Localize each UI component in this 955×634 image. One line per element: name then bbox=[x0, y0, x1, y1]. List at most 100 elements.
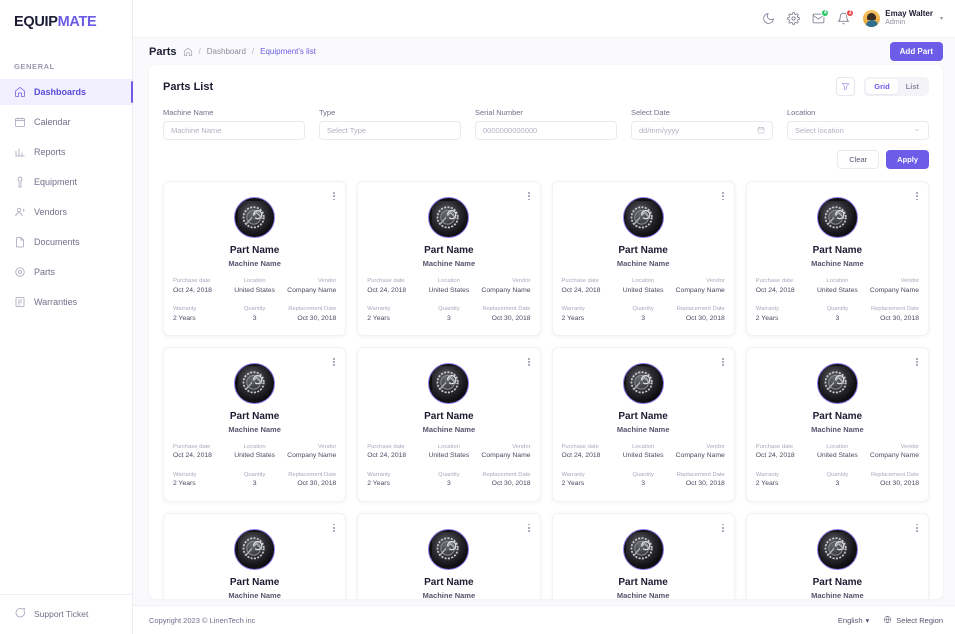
calendar-icon[interactable] bbox=[757, 126, 765, 136]
panel-header: Parts List Grid List bbox=[149, 65, 943, 102]
part-card-menu-icon[interactable] bbox=[331, 356, 337, 368]
part-card-menu-icon[interactable] bbox=[914, 356, 920, 368]
part-image bbox=[234, 528, 276, 570]
replacement-date-label: Replacement Date bbox=[288, 305, 337, 312]
location-input[interactable]: Select location bbox=[787, 121, 929, 140]
location-cell: Location United States bbox=[616, 277, 670, 296]
quantity-value: 3 bbox=[641, 480, 646, 488]
mail-icon[interactable]: 4 bbox=[811, 8, 830, 26]
part-detail-row-2: Warranty 2 Years Quantity 3 Replacement Date… bbox=[562, 305, 725, 324]
warranty-cell: Warranty 2 Years bbox=[562, 305, 616, 324]
select-date-input[interactable]: dd/mm/yyyy bbox=[631, 121, 773, 140]
part-card-menu-icon[interactable] bbox=[720, 522, 726, 534]
view-toggle: Grid List bbox=[864, 77, 929, 96]
sidebar-item-equipment[interactable]: Equipment bbox=[0, 169, 132, 195]
location-placeholder: Select location bbox=[795, 126, 844, 135]
breadcrumb-item-current[interactable]: Equipment's list bbox=[260, 47, 316, 56]
sidebar-item-reports[interactable]: Reports bbox=[0, 139, 132, 165]
support-ticket-button[interactable]: Support Ticket bbox=[0, 594, 132, 624]
sidebar-item-warranties[interactable]: Warranties bbox=[0, 289, 132, 315]
sidebar-item-documents[interactable]: Documents bbox=[0, 229, 132, 255]
location-value: United States bbox=[622, 286, 664, 294]
add-part-button[interactable]: Add Part bbox=[889, 42, 943, 61]
clear-button[interactable]: Clear bbox=[837, 150, 880, 169]
funnel-icon[interactable] bbox=[836, 77, 856, 96]
user-menu[interactable]: Emay Walter Admin ▾ bbox=[863, 9, 943, 28]
vendor-label: Vendor bbox=[706, 443, 725, 450]
warranty-value: 2 Years bbox=[755, 480, 779, 488]
location-value: United States bbox=[816, 286, 858, 294]
moon-icon[interactable] bbox=[761, 12, 775, 26]
breadcrumb-item-dashboard[interactable]: Dashboard bbox=[206, 47, 246, 56]
view-toggle-grid[interactable]: Grid bbox=[866, 79, 898, 94]
part-image bbox=[816, 362, 858, 404]
region-selector[interactable]: Select Region bbox=[883, 615, 943, 626]
footer: Copyright 2023 © LinenTech inc English ▾… bbox=[133, 605, 955, 634]
purchase-date-label: Purchase date bbox=[367, 278, 405, 284]
view-toggle-list[interactable]: List bbox=[905, 82, 919, 91]
location-label: Location bbox=[826, 443, 849, 450]
vendor-value: Company Name bbox=[675, 286, 725, 294]
sidebar-item-parts[interactable]: Parts bbox=[0, 259, 132, 285]
machine-name-input[interactable]: Machine Name bbox=[163, 121, 305, 140]
part-name: Part Name bbox=[229, 245, 280, 256]
vendor-cell: Vendor Company Name bbox=[865, 277, 919, 296]
part-card-menu-icon[interactable] bbox=[526, 190, 532, 202]
type-input[interactable]: Select Type bbox=[319, 121, 461, 140]
machine-name: Machine Name bbox=[422, 424, 476, 434]
sidebar-item-vendors[interactable]: Vendors bbox=[0, 199, 132, 225]
part-card-menu-icon[interactable] bbox=[914, 522, 920, 534]
part-card-menu-icon[interactable] bbox=[331, 190, 337, 202]
warranty-cell: Warranty 2 Years bbox=[367, 305, 421, 324]
location-label: Location bbox=[437, 443, 460, 450]
part-detail-row-2: Warranty 2 Years Quantity 3 Replacement Date… bbox=[367, 305, 530, 324]
sidebar-item-dashboards[interactable]: Dashboards bbox=[0, 79, 133, 105]
quantity-cell: Quantity 3 bbox=[810, 471, 864, 490]
replacement-date-label: Replacement Date bbox=[482, 305, 531, 312]
gear-icon[interactable] bbox=[786, 12, 800, 26]
globe-icon bbox=[883, 615, 892, 626]
part-detail-row-1: Purchase date Oct 24, 2018 Location United … bbox=[173, 443, 336, 462]
users-icon bbox=[14, 206, 26, 218]
language-selector[interactable]: English ▾ bbox=[838, 616, 869, 625]
part-detail-row-2: Warranty 2 Years Quantity 3 Replacement Date… bbox=[756, 305, 919, 324]
serial-number-input[interactable]: 0000000000000 bbox=[475, 121, 617, 140]
replacement-date-cell: Replacement Date Oct 30, 2018 bbox=[282, 305, 336, 324]
part-card-menu-icon[interactable] bbox=[526, 522, 532, 534]
chevron-down-icon[interactable] bbox=[913, 126, 921, 136]
part-card-menu-icon[interactable] bbox=[331, 522, 337, 534]
apply-button[interactable]: Apply bbox=[886, 150, 929, 169]
purchase-date-value: Oct 24, 2018 bbox=[367, 286, 407, 294]
parts-grid-scroll[interactable]: Part Name Machine Name Purchase date Oct 24… bbox=[149, 175, 943, 599]
part-card-menu-icon[interactable] bbox=[914, 190, 920, 202]
warranty-cell: Warranty 2 Years bbox=[562, 471, 616, 490]
part-card-menu-icon[interactable] bbox=[720, 356, 726, 368]
location-cell: Location United States bbox=[422, 277, 476, 296]
part-card-menu-icon[interactable] bbox=[526, 356, 532, 368]
quantity-cell: Quantity 3 bbox=[422, 471, 476, 490]
filter-actions: Clear Apply bbox=[149, 140, 943, 175]
part-detail-row-1: Purchase date Oct 24, 2018 Location United … bbox=[367, 277, 530, 296]
warranty-value: 2 Years bbox=[561, 480, 585, 488]
app-logo[interactable]: EQUIPMATE bbox=[0, 0, 132, 44]
user-role: Admin bbox=[885, 19, 906, 27]
part-photo bbox=[820, 532, 855, 566]
sidebar-item-calendar[interactable]: Calendar bbox=[0, 109, 132, 135]
filter-field-machine-name: Machine Name Machine Name bbox=[163, 108, 305, 140]
home-icon[interactable] bbox=[183, 47, 193, 57]
part-card-menu-icon[interactable] bbox=[720, 190, 726, 202]
bell-icon[interactable]: 2 bbox=[836, 8, 855, 26]
purchase-date-label: Purchase date bbox=[561, 443, 599, 450]
